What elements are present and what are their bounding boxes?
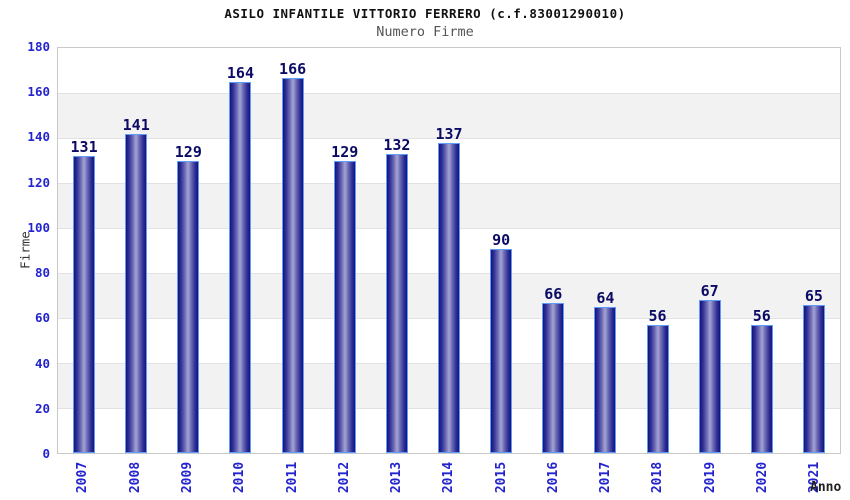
x-tick: 2016 bbox=[532, 455, 576, 500]
bar bbox=[333, 160, 356, 453]
y-tick-label: 140 bbox=[27, 129, 50, 145]
bar bbox=[646, 325, 669, 453]
x-axis-ticks: 2007 2008 2009 2010 2011 2012 2013 2014 2015 2016… bbox=[57, 455, 841, 500]
bar bbox=[438, 142, 460, 453]
y-tick-label: 180 bbox=[27, 39, 50, 54]
y-tick-label: 40 bbox=[34, 355, 50, 371]
bar bbox=[698, 300, 721, 453]
y-axis-ticks: 0 20 40 60 80 100 120 140 160 180 bbox=[0, 39, 50, 461]
bar bbox=[73, 156, 96, 453]
y-tick-label: 120 bbox=[27, 174, 50, 190]
bar-value-label: 65 bbox=[804, 286, 823, 305]
x-tick-label: 2016 bbox=[546, 461, 562, 494]
chart-subtitle: Numero Firme bbox=[376, 24, 474, 40]
plot-band bbox=[58, 93, 840, 138]
x-tick: 2013 bbox=[375, 455, 419, 500]
bar-value-label: 129 bbox=[174, 142, 202, 161]
bar-value-label: 64 bbox=[596, 289, 615, 307]
x-tick-label: 2013 bbox=[389, 461, 405, 494]
bar bbox=[177, 160, 200, 453]
x-tick: 2012 bbox=[322, 455, 366, 500]
x-tick-label: 2020 bbox=[755, 461, 771, 494]
x-tick: 2007 bbox=[61, 455, 105, 500]
x-tick: 2010 bbox=[218, 455, 262, 500]
bar bbox=[594, 307, 617, 453]
bar bbox=[281, 77, 304, 453]
x-tick-label: 2008 bbox=[127, 461, 143, 494]
bar-value-label: 67 bbox=[700, 282, 719, 301]
bar-value-label: 56 bbox=[752, 307, 771, 325]
x-tick: 2017 bbox=[584, 455, 628, 500]
bar-value-label: 129 bbox=[331, 142, 359, 161]
x-tick-label: 2014 bbox=[441, 461, 457, 494]
x-tick: 2020 bbox=[741, 455, 785, 500]
x-tick: 2008 bbox=[113, 455, 157, 500]
bar-value-label: 166 bbox=[279, 59, 307, 78]
bar bbox=[229, 82, 252, 453]
x-tick: 2011 bbox=[270, 455, 314, 500]
bar-value-label: 90 bbox=[492, 230, 511, 249]
x-tick-label: 2009 bbox=[180, 461, 196, 494]
x-tick: 2009 bbox=[166, 455, 210, 500]
plot-area: 131 141 129 164 166 129 132 137 90 66 64 56 67 56 65 bbox=[57, 47, 841, 454]
x-tick-label: 2007 bbox=[75, 461, 91, 494]
y-tick-label: 20 bbox=[34, 400, 50, 416]
x-tick-label: 2017 bbox=[598, 461, 614, 494]
bar-value-label: 137 bbox=[435, 124, 463, 143]
chart-title: ASILO INFANTILE VITTORIO FERRERO (c.f.83… bbox=[224, 6, 626, 21]
x-tick: 2018 bbox=[636, 455, 680, 500]
x-tick-label: 2018 bbox=[650, 461, 666, 494]
bar bbox=[125, 133, 148, 453]
bar-value-label: 131 bbox=[70, 138, 98, 157]
x-tick-label: 2011 bbox=[284, 461, 300, 494]
bar bbox=[750, 325, 773, 453]
x-tick: 2014 bbox=[427, 455, 471, 500]
bar bbox=[542, 302, 565, 453]
bar bbox=[802, 304, 825, 453]
bar bbox=[385, 154, 408, 453]
y-tick-label: 100 bbox=[27, 219, 50, 235]
y-tick-label: 160 bbox=[27, 84, 50, 100]
bar-value-label: 164 bbox=[226, 64, 254, 82]
y-tick-label: 0 bbox=[42, 446, 50, 461]
y-tick-label: 60 bbox=[34, 310, 50, 326]
bar-value-label: 56 bbox=[648, 307, 667, 325]
x-tick-label: 2015 bbox=[493, 461, 509, 494]
x-tick: 2015 bbox=[479, 455, 523, 500]
x-axis-title: Anno bbox=[810, 480, 842, 495]
bar-value-label: 141 bbox=[122, 115, 150, 134]
bar-value-label: 66 bbox=[544, 284, 563, 303]
x-tick-label: 2010 bbox=[232, 461, 248, 494]
x-tick-label: 2012 bbox=[336, 461, 352, 494]
bar-value-label: 132 bbox=[383, 136, 411, 154]
gridline bbox=[58, 93, 840, 95]
gridline bbox=[58, 138, 840, 139]
y-tick-label: 80 bbox=[34, 265, 50, 281]
x-tick-label: 2019 bbox=[702, 461, 718, 494]
bar bbox=[490, 248, 513, 453]
x-tick: 2019 bbox=[688, 455, 732, 500]
